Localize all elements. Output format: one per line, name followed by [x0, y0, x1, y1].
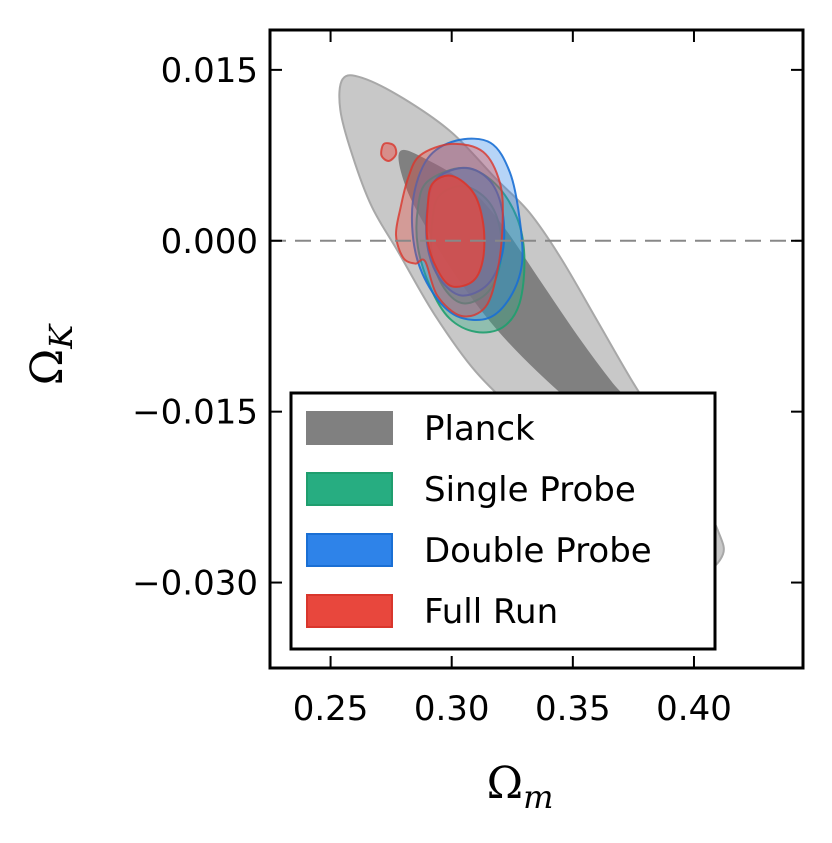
legend-swatch-planck: [306, 411, 393, 445]
x-tick-label: 0.30: [414, 689, 490, 729]
x-tick-label: 0.25: [293, 689, 369, 729]
legend-swatch-full-run: [306, 594, 393, 628]
legend-label-double-probe: Double Probe: [424, 531, 652, 571]
plot-frame: [268, 28, 805, 670]
legend-label-single-probe: Single Probe: [424, 470, 636, 510]
legend-swatch-double-probe: [306, 533, 393, 567]
full-run-extra-contour: [380, 142, 398, 162]
axis-ticks: [270, 30, 803, 668]
legend-swatch-single-probe: [306, 472, 393, 506]
x-axis-label: Ωm: [487, 758, 554, 816]
y-tick-label: −0.030: [132, 564, 258, 604]
legend-label-full-run: Full Run: [424, 592, 558, 632]
y-tick-label: 0.000: [161, 222, 258, 262]
legend-label-planck: Planck: [424, 409, 535, 449]
x-tick-label: 0.40: [656, 689, 732, 729]
legend: Planck Single Probe Double Probe Full Ru…: [289, 391, 717, 651]
full-run-inner-contour: [425, 174, 486, 288]
y-tick-label: 0.015: [161, 51, 258, 91]
x-tick-labels: 0.25 0.30 0.35 0.40: [293, 689, 732, 729]
y-axis-label: ΩK: [22, 323, 80, 385]
y-tick-labels: 0.015 0.000 −0.015 −0.030: [132, 51, 258, 604]
x-tick-label: 0.35: [535, 689, 611, 729]
y-tick-label: −0.015: [132, 393, 258, 433]
